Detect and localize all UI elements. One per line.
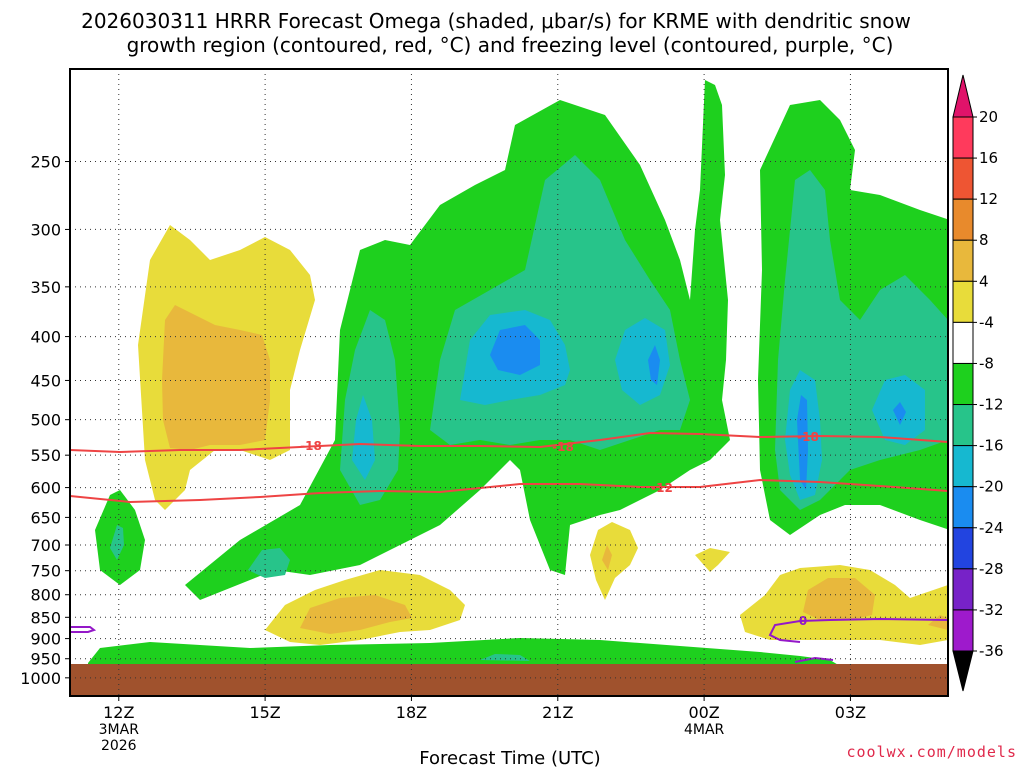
colorbar-swatch <box>952 609 974 652</box>
y-tick-label: 850 <box>30 608 61 627</box>
y-tick-label: 1000 <box>20 669 61 688</box>
colorbar-label: -8 <box>979 354 994 372</box>
omega-region-orange-left <box>162 305 270 450</box>
colorbar-swatch <box>952 280 974 323</box>
colorbar-swatch <box>952 116 974 159</box>
colorbar-label: -32 <box>979 601 1004 619</box>
colorbar-swatch <box>952 486 974 529</box>
omega-region-blue-b <box>648 345 660 385</box>
terrain-fill <box>70 664 948 696</box>
colorbar-label: 4 <box>979 272 989 290</box>
omega-shading: -18 -18 -18 -12 0 <box>70 80 948 696</box>
x-tick-sublabel: 4MAR <box>684 722 725 738</box>
colorbar-swatch <box>952 157 974 200</box>
colorbar-label: -16 <box>979 437 1004 455</box>
y-tick-label: 500 <box>30 411 61 430</box>
omega-region-yellow-small-a <box>590 522 638 600</box>
colorbar-label: 16 <box>979 149 998 167</box>
omega-colorbar: 20 16 12 8 4 -4 -8 -12 -16 -20 -24 -28 -32 -36 <box>952 74 1004 692</box>
x-tick-label: 18Z <box>396 703 427 722</box>
x-tick-label: 15Z <box>249 703 280 722</box>
dgz-label-3: -18 <box>797 430 819 444</box>
colorbar-swatch <box>952 527 974 570</box>
colorbar-label: 8 <box>979 231 989 249</box>
colorbar-swatch <box>952 362 974 406</box>
colorbar-swatch <box>952 198 974 241</box>
credit-text: coolwx.com/models <box>846 743 1017 761</box>
y-axis-ticks: 250 300 350 400 450 500 550 600 650 700 750 800 850 9… <box>20 153 70 688</box>
y-tick-label: 400 <box>30 328 61 347</box>
omega-region-orange-right-b <box>928 615 948 630</box>
y-tick-label: 350 <box>30 278 61 297</box>
dgz-contour-lower <box>70 478 948 504</box>
colorbar-swatch <box>952 445 974 488</box>
x-tick-label: 03Z <box>835 703 866 722</box>
omega-region-teal-d <box>248 548 290 578</box>
x-tick-label: 12Z <box>103 703 134 722</box>
y-tick-label: 750 <box>30 562 61 581</box>
colorbar-swatch <box>952 321 974 364</box>
y-tick-label: 550 <box>30 446 61 465</box>
chart-title-line-1: 2026030311 HRRR Forecast Omega (shaded, … <box>81 9 911 33</box>
x-tick-sublabel: 3MAR <box>99 722 140 738</box>
omega-region-blue-c <box>797 395 808 490</box>
y-tick-label: 300 <box>30 220 61 239</box>
freezing-level-contour-bottom <box>794 656 834 663</box>
dgz-label-4: -12 <box>651 481 673 495</box>
y-tick-label: 700 <box>30 536 61 555</box>
omega-region-orange-small <box>602 545 612 570</box>
x-tick-sublabel: 2026 <box>101 738 137 754</box>
colorbar-label: 12 <box>979 190 998 208</box>
omega-region-blue-d <box>893 402 906 425</box>
omega-region-teal-e <box>110 525 124 560</box>
y-tick-label: 900 <box>30 630 61 649</box>
plot-area: -18 -18 -18 -12 0 <box>69 68 949 697</box>
colorbar-swatch <box>952 239 974 282</box>
x-axis-title: Forecast Time (UTC) <box>419 748 600 768</box>
y-tick-label: 600 <box>30 479 61 498</box>
freezing-level-contour-left <box>70 626 97 633</box>
y-tick-label: 650 <box>30 508 61 527</box>
colorbar-bottom-arrow <box>952 650 974 692</box>
colorbar-top-arrow <box>952 74 974 118</box>
freezing-level-contour-right <box>768 617 948 643</box>
omega-region-blue-a <box>490 325 540 375</box>
colorbar-label: -12 <box>979 396 1004 414</box>
freezing-level-label: 0 <box>799 614 807 628</box>
y-tick-label: 950 <box>30 650 61 669</box>
colorbar-label: -20 <box>979 478 1004 496</box>
colorbar-label: -28 <box>979 560 1004 578</box>
colorbar-label: 20 <box>979 108 998 126</box>
chart-title-line-2: growth region (contoured, red, °C) and f… <box>127 33 894 57</box>
dgz-contour-upper <box>70 431 948 454</box>
dgz-label-2: -18 <box>552 440 574 454</box>
y-tick-label: 250 <box>30 153 61 172</box>
omega-region-teal-f <box>480 654 530 661</box>
omega-region-cyan-a <box>352 395 375 480</box>
x-tick-label: 21Z <box>542 703 573 722</box>
y-tick-label: 800 <box>30 586 61 605</box>
dgz-label-1: -18 <box>300 439 322 453</box>
omega-region-orange-right <box>803 578 875 620</box>
colorbar-swatch <box>952 404 974 447</box>
colorbar-label: -24 <box>979 519 1004 537</box>
y-tick-label: 450 <box>30 371 61 390</box>
plot-frame <box>69 68 949 697</box>
omega-region-orange-mid <box>300 595 412 634</box>
colorbar-label: -4 <box>979 313 994 331</box>
x-tick-label: 00Z <box>688 703 719 722</box>
colorbar-swatch <box>952 568 974 611</box>
colorbar-label: -36 <box>979 642 1004 660</box>
